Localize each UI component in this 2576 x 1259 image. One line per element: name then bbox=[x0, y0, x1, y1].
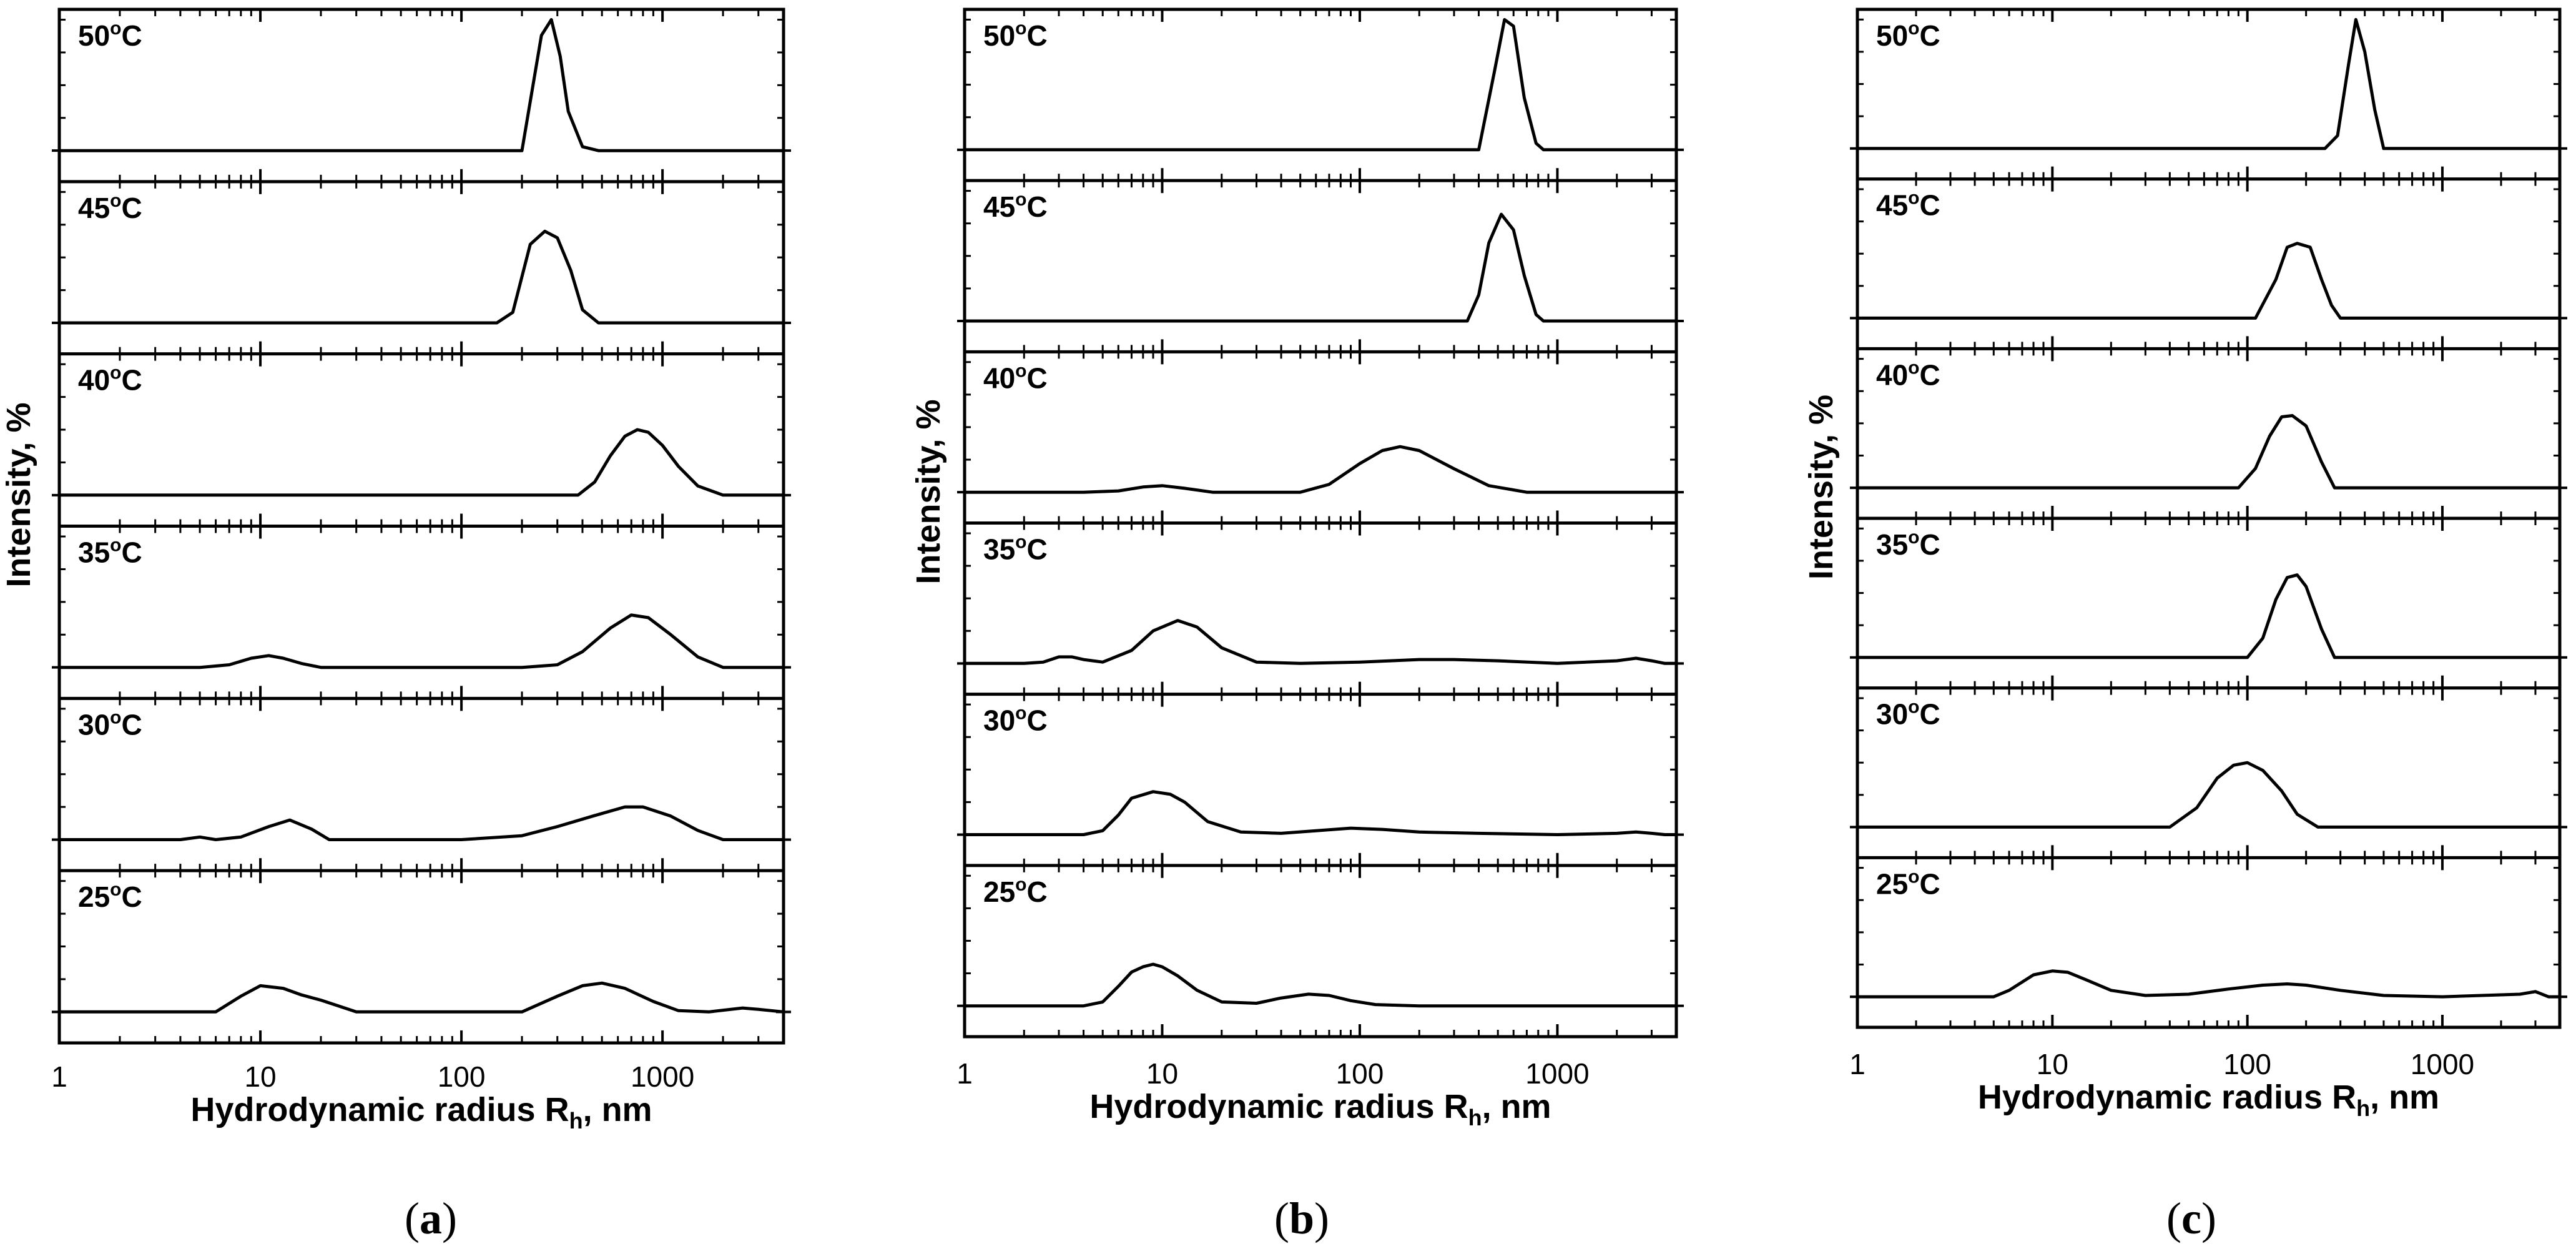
temperature-label: 35oC bbox=[983, 532, 1048, 566]
distribution-curve-30C bbox=[1856, 761, 2562, 829]
temperature-label: 40oC bbox=[78, 363, 142, 397]
distribution-curve-45C bbox=[1856, 242, 2562, 320]
distribution-curve-40C bbox=[963, 445, 1678, 494]
distribution-curve-40C bbox=[1856, 414, 2562, 490]
x-tick-label: 100 bbox=[2223, 1048, 2271, 1080]
distribution-curve-50C bbox=[1856, 17, 2562, 151]
x-tick-label: 10 bbox=[1146, 1057, 1178, 1090]
x-tick-label: 10 bbox=[2037, 1048, 2068, 1080]
distribution-curve-40C bbox=[57, 428, 785, 497]
distribution-curve-35C bbox=[963, 619, 1678, 665]
x-tick-label: 1 bbox=[1849, 1048, 1866, 1080]
x-axis-label: Hydrodynamic radius Rh, nm bbox=[190, 1091, 652, 1133]
x-tick-label: 1 bbox=[51, 1060, 67, 1093]
y-axis-label: Intensity, % bbox=[910, 399, 947, 584]
x-tick-label: 1000 bbox=[631, 1060, 694, 1093]
distribution-curve-30C bbox=[57, 805, 785, 841]
temperature-label: 30oC bbox=[78, 707, 142, 741]
temperature-label: 50oC bbox=[78, 18, 142, 52]
temperature-label: 35oC bbox=[1876, 527, 1940, 561]
y-axis-label: Intensity, % bbox=[0, 402, 37, 587]
x-tick-label: 1 bbox=[956, 1057, 973, 1090]
distribution-curve-50C bbox=[963, 17, 1678, 152]
caption-a: (a) bbox=[405, 1193, 457, 1243]
caption-b: (b) bbox=[1274, 1193, 1329, 1243]
temperature-label: 50oC bbox=[1876, 18, 1940, 52]
y-axis-label: Intensity, % bbox=[1802, 395, 1840, 580]
distribution-curve-45C bbox=[57, 229, 785, 325]
distribution-curve-25C bbox=[57, 981, 785, 1014]
caption-c: (c) bbox=[2166, 1193, 2216, 1243]
distribution-curve-25C bbox=[1856, 969, 2562, 999]
temperature-label: 45oC bbox=[1876, 188, 1940, 222]
temperature-label: 45oC bbox=[78, 190, 142, 224]
temperature-label: 30oC bbox=[983, 703, 1048, 737]
temperature-label: 25oC bbox=[983, 874, 1048, 908]
temperature-label: 35oC bbox=[78, 535, 142, 569]
x-tick-label: 1000 bbox=[1525, 1057, 1589, 1090]
temperature-label: 45oC bbox=[983, 189, 1048, 223]
x-tick-label: 10 bbox=[244, 1060, 276, 1093]
distribution-curve-30C bbox=[963, 790, 1678, 836]
temperature-label: 50oC bbox=[983, 18, 1048, 52]
distribution-curve-45C bbox=[963, 212, 1678, 323]
temperature-label: 40oC bbox=[983, 360, 1048, 394]
temperature-label: 25oC bbox=[1876, 866, 1940, 900]
x-tick-label: 100 bbox=[438, 1060, 486, 1093]
x-tick-label: 1000 bbox=[2411, 1048, 2474, 1080]
distribution-curve-35C bbox=[57, 613, 785, 669]
distribution-curve-25C bbox=[963, 962, 1678, 1008]
distribution-curve-50C bbox=[57, 18, 785, 152]
x-tick-label: 100 bbox=[1336, 1057, 1384, 1090]
distribution-curve-35C bbox=[1856, 573, 2562, 659]
temperature-label: 40oC bbox=[1876, 357, 1940, 391]
x-axis-label: Hydrodynamic radius Rh, nm bbox=[1978, 1079, 2439, 1121]
x-axis-label: Hydrodynamic radius Rh, nm bbox=[1089, 1088, 1551, 1130]
temperature-label: 25oC bbox=[78, 879, 142, 913]
temperature-label: 30oC bbox=[1876, 697, 1940, 731]
